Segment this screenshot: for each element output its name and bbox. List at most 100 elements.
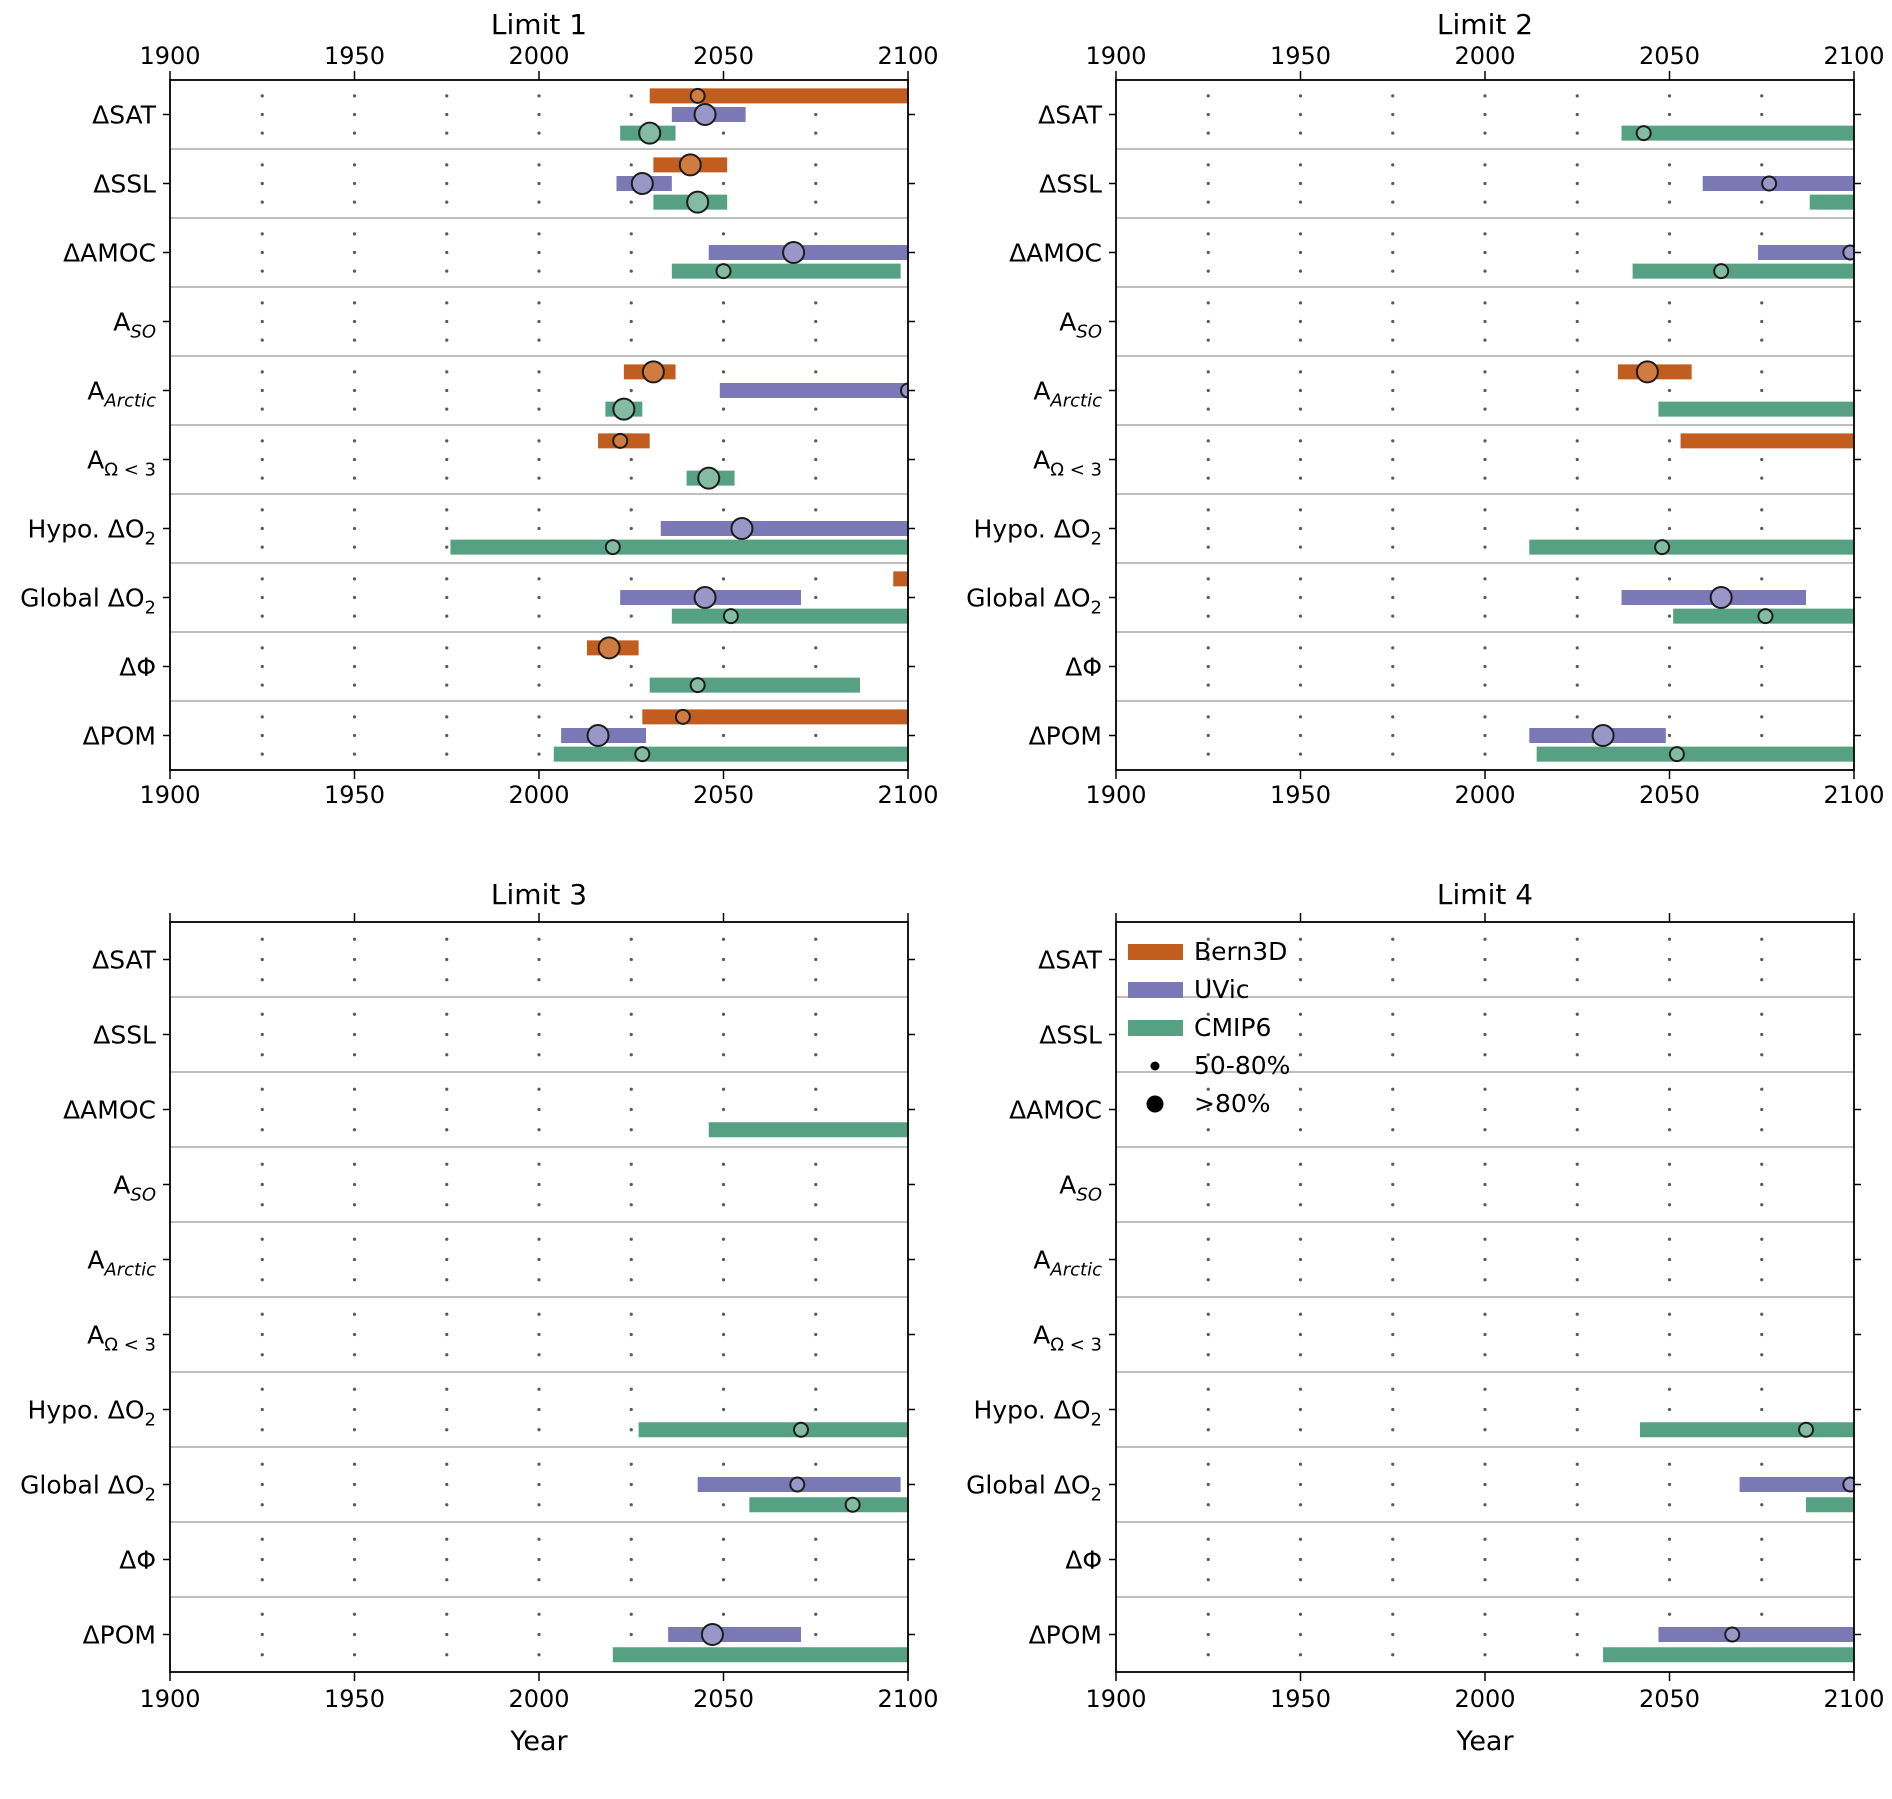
grid-dot bbox=[537, 646, 541, 650]
bar-UVic-dSSL bbox=[1702, 176, 1854, 191]
x-tick-label: 1900 bbox=[139, 42, 200, 70]
grid-dot bbox=[629, 1537, 633, 1541]
x-tick-label: 2050 bbox=[693, 1685, 754, 1713]
grid-dot bbox=[352, 646, 357, 650]
category-label: Global ΔO2 bbox=[966, 584, 1102, 619]
grid-dot bbox=[1483, 181, 1487, 186]
bar-CMIP6-Global_dO2 bbox=[749, 1497, 908, 1513]
grid-dot bbox=[1483, 250, 1487, 255]
grid-dot bbox=[629, 1278, 633, 1282]
marker-CMIP6-Hypo_dO2 bbox=[604, 539, 621, 556]
bar-CMIP6-Global_dO2 bbox=[1806, 1497, 1854, 1513]
grid-dot bbox=[537, 319, 541, 324]
grid-dot bbox=[445, 388, 449, 393]
grid-dot bbox=[629, 319, 633, 324]
grid-dot bbox=[260, 338, 264, 342]
grid-dot bbox=[1760, 370, 1764, 374]
grid-dot bbox=[260, 1407, 264, 1412]
bars-layer bbox=[612, 1122, 908, 1663]
grid-dot bbox=[445, 1462, 449, 1466]
grid-dot bbox=[1206, 1128, 1210, 1132]
grid-dot bbox=[629, 1087, 633, 1091]
grid-dot bbox=[1667, 1032, 1672, 1037]
grid-dot bbox=[1391, 937, 1395, 941]
grid-dot bbox=[814, 370, 818, 374]
grid-dot bbox=[1483, 715, 1487, 719]
x-tick-label: 2100 bbox=[877, 42, 938, 70]
grid-dot bbox=[1667, 646, 1672, 650]
grid-dot bbox=[1575, 614, 1579, 618]
grid-dot bbox=[537, 1053, 541, 1057]
grid-dot bbox=[814, 1537, 818, 1541]
category-label: Hypo. ΔO2 bbox=[28, 1396, 156, 1431]
marker-Bern3D-dPOM bbox=[674, 708, 691, 725]
grid-dot bbox=[721, 1278, 726, 1282]
grid-dot bbox=[1483, 370, 1487, 374]
grid-dot bbox=[1298, 1278, 1303, 1282]
category-label: ASO bbox=[113, 308, 156, 343]
x-tick-label: 2050 bbox=[693, 42, 754, 70]
grid-dot bbox=[814, 1032, 818, 1037]
grid-dot bbox=[814, 595, 818, 600]
grid-dot bbox=[260, 250, 264, 255]
grid-dot bbox=[1206, 301, 1210, 305]
grid-dot bbox=[1760, 388, 1764, 393]
grid-dot bbox=[1760, 978, 1764, 982]
grid-dot bbox=[1667, 664, 1672, 669]
grid-dot bbox=[629, 715, 633, 719]
grid-dot bbox=[1298, 526, 1303, 531]
grid-dot bbox=[629, 301, 633, 305]
category-label: ΔAMOC bbox=[63, 239, 156, 268]
grid-dot bbox=[445, 200, 449, 204]
grid-dot bbox=[1760, 1278, 1764, 1282]
grid-dot bbox=[260, 131, 264, 135]
category-label: ΔSSL bbox=[1039, 1021, 1102, 1050]
category-subscript: Ω < 3 bbox=[1050, 1335, 1102, 1356]
grid-dot bbox=[814, 1182, 818, 1187]
grid-dot bbox=[1667, 733, 1672, 738]
grid-dot bbox=[260, 1428, 264, 1432]
grid-dot bbox=[352, 1237, 357, 1241]
grid-dot bbox=[352, 1407, 357, 1412]
grid-dot bbox=[629, 1032, 633, 1037]
category-subscript: 2 bbox=[145, 1410, 156, 1431]
marker-UVic-dPOM bbox=[700, 1623, 724, 1646]
legend-label-CMIP6: CMIP6 bbox=[1194, 1013, 1271, 1042]
grid-dot bbox=[814, 163, 818, 167]
x-tick-label: 1950 bbox=[324, 42, 385, 70]
grid-dot bbox=[629, 457, 633, 462]
marker-CMIP6-A_Arctic bbox=[612, 397, 636, 421]
grid-dot bbox=[352, 1012, 357, 1016]
category-label: AΩ < 3 bbox=[1033, 446, 1102, 481]
grid-dot bbox=[1391, 614, 1395, 618]
grid-dot bbox=[1575, 1612, 1579, 1616]
grid-dot bbox=[1206, 407, 1210, 411]
grid-dot bbox=[1391, 1032, 1395, 1037]
grid-dot bbox=[352, 526, 357, 531]
grid-dot bbox=[1206, 646, 1210, 650]
grid-dot bbox=[1667, 388, 1672, 393]
grid-dot bbox=[721, 1012, 726, 1016]
category-label: AArctic bbox=[87, 377, 156, 412]
grid-dot bbox=[814, 301, 818, 305]
grid-dot bbox=[721, 439, 726, 443]
grid-dot bbox=[1206, 577, 1210, 581]
grid-dot bbox=[1206, 614, 1210, 618]
grid-dot bbox=[1575, 131, 1579, 135]
grid-dot bbox=[1483, 1387, 1487, 1391]
grid-dot bbox=[1575, 1012, 1579, 1016]
grid-dot bbox=[260, 407, 264, 411]
grid-dot bbox=[1483, 319, 1487, 324]
x-tick-label: 2000 bbox=[508, 781, 569, 809]
grid-dot bbox=[1575, 937, 1579, 941]
x-tick-label: 2100 bbox=[877, 1685, 938, 1713]
category-label: ΔSSL bbox=[93, 1021, 156, 1050]
grid-dot bbox=[260, 508, 264, 512]
grid-dot bbox=[721, 937, 726, 941]
x-tick-label: 2000 bbox=[1454, 1685, 1515, 1713]
grid-dot bbox=[1391, 131, 1395, 135]
grid-dot bbox=[352, 94, 357, 98]
grid-dot bbox=[537, 439, 541, 443]
grid-dot bbox=[1760, 1353, 1764, 1357]
grid-dot bbox=[1206, 1257, 1210, 1262]
